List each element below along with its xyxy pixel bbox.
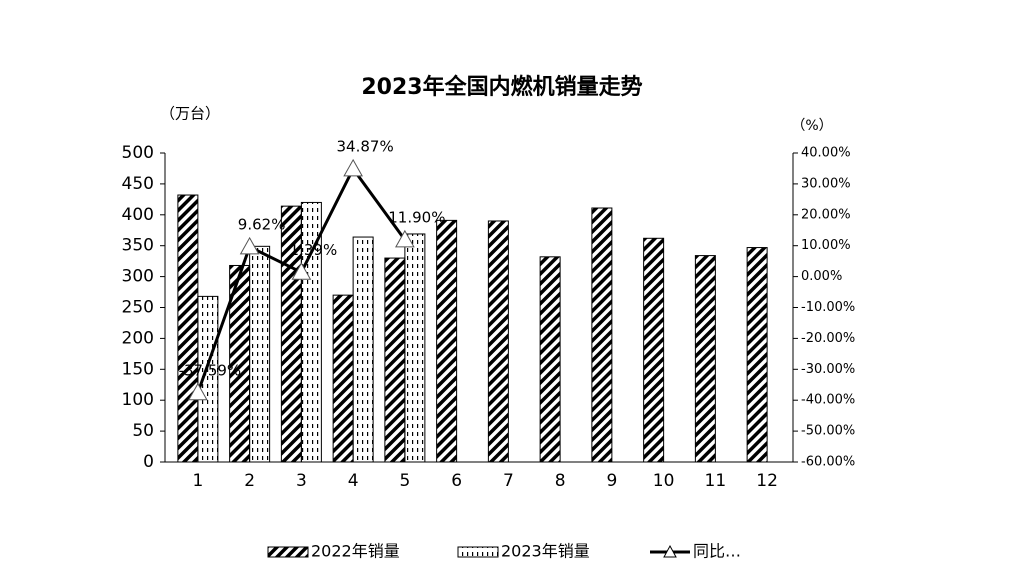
bar bbox=[487, 220, 509, 463]
x-tick-label: 3 bbox=[296, 471, 307, 491]
y2-tick-label: 10.00% bbox=[801, 238, 851, 253]
legend-label: 2022年销量 bbox=[311, 542, 400, 561]
x-tick-label: 11 bbox=[705, 471, 727, 491]
bar bbox=[539, 256, 561, 463]
data-label: 1.39% bbox=[290, 241, 338, 259]
marker bbox=[239, 236, 260, 255]
bar bbox=[643, 237, 665, 463]
x-tick-label: 1 bbox=[192, 471, 203, 491]
y-tick-label: 400 bbox=[122, 205, 154, 225]
chart-title: 2023年全国内燃机销量走势 bbox=[361, 74, 642, 100]
y2-tick-label: -40.00% bbox=[801, 393, 855, 408]
y2-tick-label: -10.00% bbox=[801, 300, 855, 315]
y2-tick-label: -60.00% bbox=[801, 455, 855, 470]
y-tick-label: 500 bbox=[122, 143, 154, 163]
x-tick-label: 5 bbox=[399, 471, 410, 491]
x-tick-label: 4 bbox=[348, 471, 359, 491]
legend-marker bbox=[663, 544, 677, 558]
bar bbox=[436, 219, 458, 463]
y-tick-label: 150 bbox=[122, 359, 154, 379]
bar bbox=[332, 294, 354, 463]
legend-label: 2023年销量 bbox=[501, 542, 590, 561]
data-label: 9.62% bbox=[238, 215, 286, 233]
x-tick-label: 10 bbox=[653, 471, 675, 491]
bar bbox=[591, 207, 613, 463]
legend-swatch bbox=[267, 546, 309, 558]
y2-tick-label: -20.00% bbox=[801, 331, 855, 346]
y2-tick-label: 40.00% bbox=[801, 146, 851, 161]
bar bbox=[746, 247, 768, 463]
x-tick-label: 6 bbox=[451, 471, 462, 491]
y-tick-label: 100 bbox=[122, 390, 154, 410]
y-tick-label: 300 bbox=[122, 267, 154, 287]
x-tick-label: 7 bbox=[503, 471, 514, 491]
bar bbox=[197, 295, 219, 463]
bar bbox=[352, 236, 374, 463]
y2-tick-label: 20.00% bbox=[801, 207, 851, 222]
data-label: -37.59% bbox=[179, 361, 242, 379]
bar bbox=[694, 255, 716, 463]
y2-tick-label: 0.00% bbox=[801, 269, 842, 284]
marker bbox=[395, 229, 415, 248]
data-label: 11.90% bbox=[388, 208, 445, 226]
marker bbox=[343, 158, 363, 177]
y2-tick-label: 30.00% bbox=[801, 176, 851, 191]
marker bbox=[188, 382, 208, 401]
x-tick-label: 2 bbox=[244, 471, 255, 491]
x-tick-label: 8 bbox=[555, 471, 566, 491]
y-tick-label: 450 bbox=[122, 174, 154, 194]
bar bbox=[384, 257, 406, 463]
bar bbox=[249, 245, 271, 463]
y-tick-label: 0 bbox=[143, 452, 154, 472]
x-tick-label: 9 bbox=[606, 471, 617, 491]
y-tick-label: 350 bbox=[122, 236, 154, 256]
marker bbox=[291, 262, 312, 280]
y-tick-label: 250 bbox=[122, 298, 154, 318]
bar bbox=[404, 233, 426, 463]
y2-tick-label: -30.00% bbox=[801, 362, 855, 377]
legend-label: 同比… bbox=[693, 542, 741, 561]
y2-axis-label: （%） bbox=[791, 118, 832, 134]
data-label: 34.87% bbox=[337, 137, 394, 155]
y-tick-label: 50 bbox=[132, 421, 154, 441]
y2-tick-label: -50.00% bbox=[801, 424, 855, 439]
bar bbox=[300, 201, 322, 463]
legend-swatch bbox=[457, 546, 499, 558]
bar bbox=[177, 194, 199, 463]
x-tick-label: 12 bbox=[756, 471, 778, 491]
y-tick-label: 200 bbox=[122, 328, 154, 348]
y-axis-label: （万台） bbox=[160, 105, 220, 123]
